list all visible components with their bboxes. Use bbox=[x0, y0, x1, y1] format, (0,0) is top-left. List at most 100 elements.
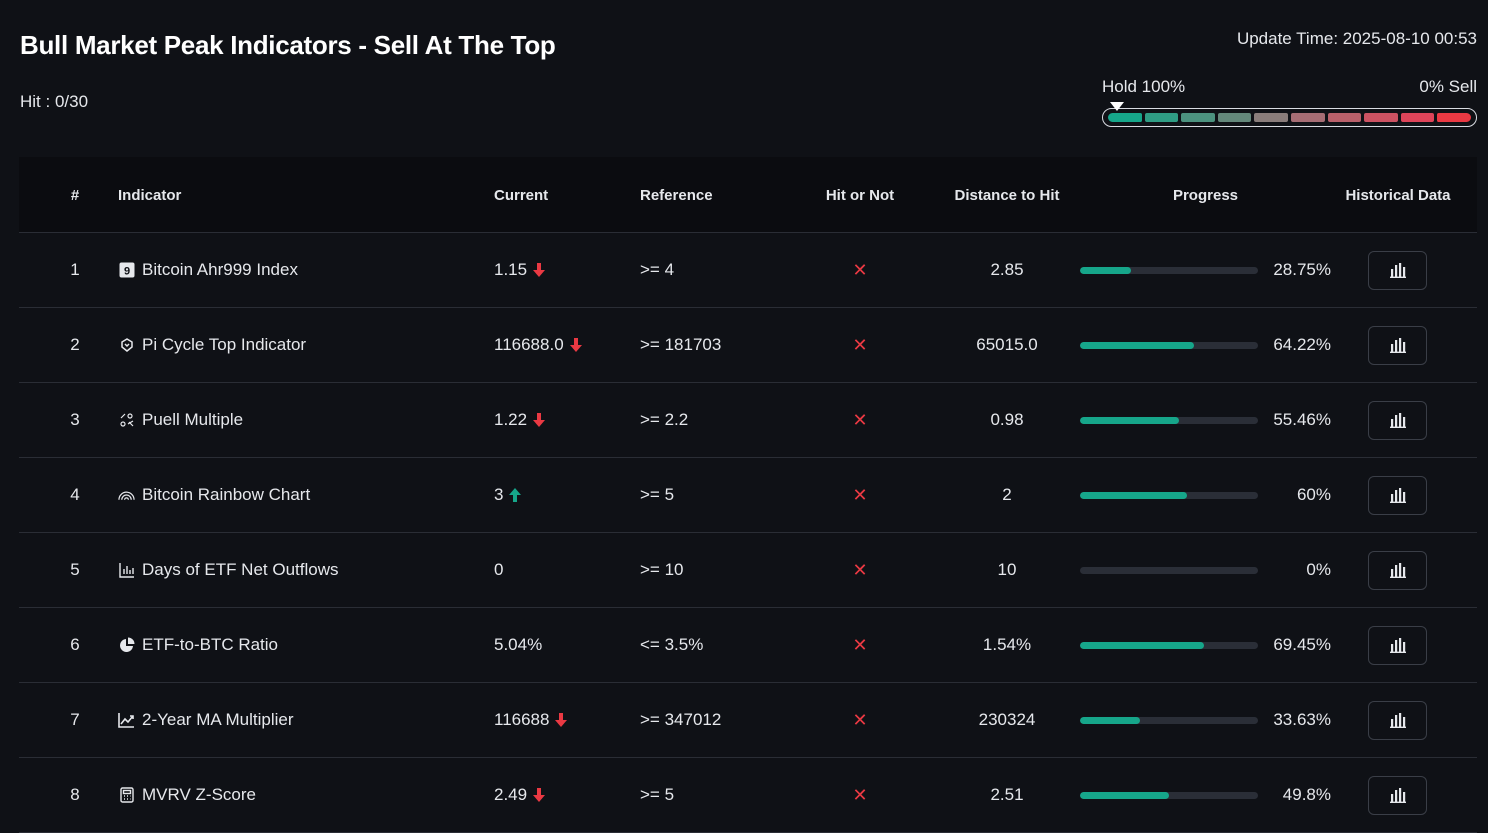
row-number: 8 bbox=[70, 785, 80, 804]
indicator-name: 2-Year MA Multiplier bbox=[142, 710, 294, 729]
bar-chart-icon bbox=[118, 562, 135, 579]
not-hit-x-icon: ✕ bbox=[852, 560, 868, 580]
pi-cycle-icon bbox=[118, 337, 135, 354]
bar-chart-icon bbox=[1389, 562, 1406, 578]
trend-up-icon bbox=[509, 488, 522, 502]
not-hit-x-icon: ✕ bbox=[852, 335, 868, 355]
progress-fill bbox=[1080, 266, 1132, 274]
progress-bar-cell bbox=[1080, 758, 1258, 832]
progress-bar-cell bbox=[1080, 533, 1258, 607]
hit-status-cell: ✕ bbox=[809, 533, 911, 607]
current-value-cell: 3 bbox=[494, 458, 522, 532]
table-row: 4 Bitcoin Rainbow Chart 3 >= 5 ✕ 2 60% bbox=[19, 458, 1477, 533]
historical-data-button[interactable] bbox=[1368, 775, 1427, 815]
current-value: 3 bbox=[494, 485, 504, 504]
row-number: 4 bbox=[70, 485, 80, 504]
progress-fill bbox=[1080, 341, 1195, 349]
progress-bar-cell bbox=[1080, 608, 1258, 682]
meter-segment bbox=[1327, 113, 1362, 122]
hit-status-cell: ✕ bbox=[809, 608, 911, 682]
reference-value: >= 181703 bbox=[640, 335, 722, 354]
progress-percent: 60% bbox=[1296, 485, 1331, 504]
current-value-cell: 0 bbox=[494, 533, 503, 607]
progress-track bbox=[1080, 491, 1258, 499]
trend-down-icon bbox=[555, 713, 568, 727]
historical-data-cell bbox=[1368, 608, 1427, 682]
puell-icon bbox=[118, 412, 135, 429]
hold-sell-meter bbox=[1102, 108, 1477, 127]
indicator-cell[interactable]: Puell Multiple bbox=[118, 383, 243, 457]
bar-chart-icon bbox=[1389, 787, 1406, 803]
bar-chart-icon bbox=[1389, 412, 1406, 428]
historical-data-button[interactable] bbox=[1368, 400, 1427, 440]
trend-down-icon bbox=[533, 413, 546, 427]
progress-percent: 64.22% bbox=[1273, 335, 1331, 354]
indicator-cell[interactable]: Bitcoin Rainbow Chart bbox=[118, 458, 310, 532]
progress-percent: 33.63% bbox=[1273, 710, 1331, 729]
indicator-cell[interactable]: Pi Cycle Top Indicator bbox=[118, 308, 306, 382]
historical-data-button[interactable] bbox=[1368, 700, 1427, 740]
indicator-name: Puell Multiple bbox=[142, 410, 244, 429]
trend-down-icon bbox=[533, 788, 546, 802]
historical-data-button[interactable] bbox=[1368, 625, 1427, 665]
historical-data-button[interactable] bbox=[1368, 475, 1427, 515]
indicator-cell[interactable]: 9 Bitcoin Ahr999 Index bbox=[118, 233, 298, 307]
bar-chart-icon bbox=[1389, 262, 1406, 278]
current-value: 1.15 bbox=[494, 260, 528, 279]
progress-fill bbox=[1080, 716, 1140, 724]
progress-fill bbox=[1080, 641, 1204, 649]
indicator-cell[interactable]: Days of ETF Net Outflows bbox=[118, 533, 339, 607]
distance-value: 2 bbox=[1002, 485, 1012, 504]
hit-status-cell: ✕ bbox=[809, 683, 911, 757]
table-row: 7 2-Year MA Multiplier 116688 >= 347012 ✕ 230… bbox=[19, 683, 1477, 758]
historical-data-button[interactable] bbox=[1368, 250, 1427, 290]
not-hit-x-icon: ✕ bbox=[852, 635, 868, 655]
line-chart-icon bbox=[118, 712, 135, 729]
progress-track bbox=[1080, 341, 1258, 349]
progress-bar-cell bbox=[1080, 683, 1258, 757]
historical-data-cell bbox=[1368, 683, 1427, 757]
progress-track bbox=[1080, 416, 1258, 424]
progress-percent: 0% bbox=[1306, 560, 1331, 579]
reference-value: >= 5 bbox=[640, 485, 675, 504]
historical-data-button[interactable] bbox=[1368, 550, 1427, 590]
indicator-cell[interactable]: 2-Year MA Multiplier bbox=[118, 683, 294, 757]
reference-value: >= 10 bbox=[640, 560, 684, 579]
pie-chart-icon bbox=[118, 637, 135, 654]
meter-segment bbox=[1364, 113, 1398, 122]
distance-value: 0.98 bbox=[990, 410, 1024, 429]
reference-value: >= 2.2 bbox=[640, 410, 689, 429]
hit-status-cell: ✕ bbox=[809, 383, 911, 457]
table-body: 1 9 Bitcoin Ahr999 Index 1.15 >= 4 ✕ 2.85 28.75… bbox=[19, 233, 1477, 833]
current-value: 116688.0 bbox=[494, 335, 564, 354]
progress-bar-cell bbox=[1080, 383, 1258, 457]
current-value-cell: 116688 bbox=[494, 683, 568, 757]
indicator-cell[interactable]: ETF-to-BTC Ratio bbox=[118, 608, 278, 682]
historical-data-cell bbox=[1368, 233, 1427, 307]
bar-chart-icon bbox=[1389, 487, 1406, 503]
indicators-table: # Indicator Current Reference Hit or Not… bbox=[19, 157, 1477, 833]
table-row: 2 Pi Cycle Top Indicator 116688.0 >= 181703… bbox=[19, 308, 1477, 383]
reference-value: >= 5 bbox=[640, 785, 675, 804]
col-reference: Reference bbox=[640, 187, 713, 204]
meter-pointer-icon bbox=[1110, 102, 1124, 111]
trend-down-icon bbox=[533, 263, 546, 277]
hit-status-cell: ✕ bbox=[809, 758, 911, 832]
col-historical: Historical Data bbox=[1345, 187, 1451, 204]
current-value: 0 bbox=[494, 560, 504, 579]
row-number: 5 bbox=[70, 560, 80, 579]
not-hit-x-icon: ✕ bbox=[852, 260, 868, 280]
distance-value: 1.54% bbox=[982, 635, 1032, 654]
meter-segment bbox=[1290, 113, 1325, 122]
indicator-cell[interactable]: MVRV Z-Score bbox=[118, 758, 256, 832]
bar-chart-icon bbox=[1389, 637, 1406, 653]
meter-segment bbox=[1437, 113, 1471, 122]
historical-data-button[interactable] bbox=[1368, 325, 1427, 365]
col-hit: Hit or Not bbox=[825, 187, 895, 204]
meter-segment bbox=[1217, 113, 1252, 122]
not-hit-x-icon: ✕ bbox=[852, 710, 868, 730]
table-row: 1 9 Bitcoin Ahr999 Index 1.15 >= 4 ✕ 2.85 28.75… bbox=[19, 233, 1477, 308]
progress-track bbox=[1080, 566, 1258, 574]
distance-value: 10 bbox=[997, 560, 1017, 579]
